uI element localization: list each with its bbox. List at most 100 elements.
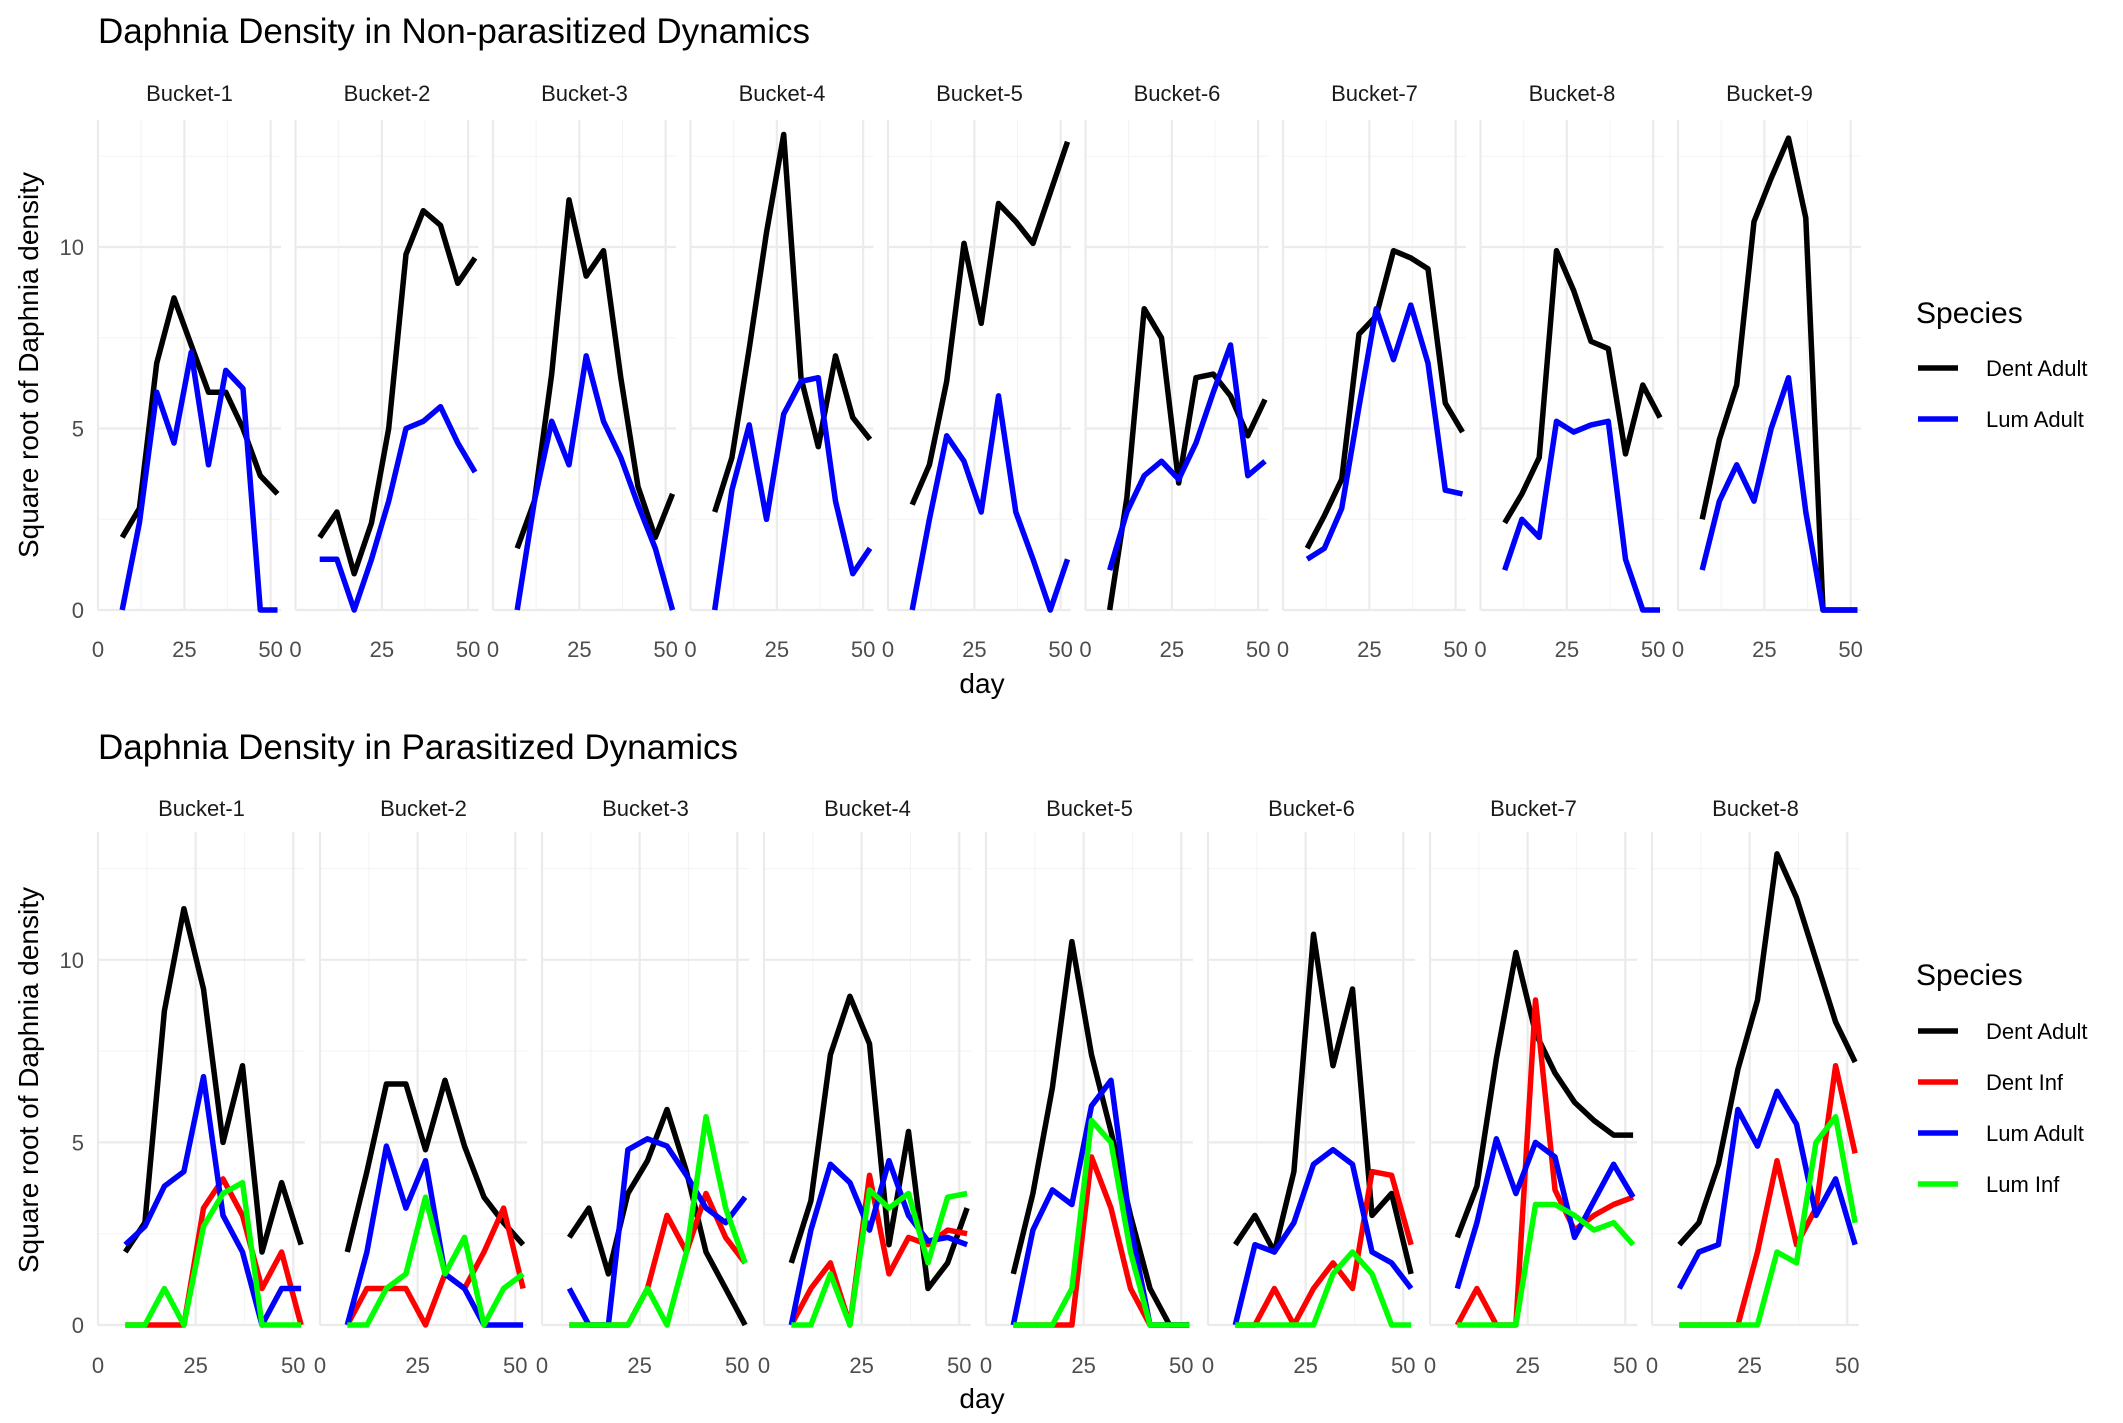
series-line-lum-inf	[347, 1194, 525, 1328]
series-line-lum-adult	[909, 393, 1071, 613]
x-tick-label: 25	[405, 1353, 429, 1378]
x-tick-label: 25	[183, 1353, 207, 1378]
series-line-dent-adult	[567, 1106, 748, 1327]
series-line-lum-adult	[1454, 1136, 1636, 1290]
x-tick-label: 50	[456, 637, 480, 662]
panel-bucket-9: Bucket-9 0 25 50	[1672, 81, 1863, 662]
x-tick-label: 0	[1202, 1353, 1214, 1378]
facet-strip-label: Bucket-3	[602, 796, 689, 821]
panel-bucket-5: Bucket-5 0 25 50	[882, 81, 1073, 662]
x-tick-label: 0	[1672, 637, 1684, 662]
x-axis-label: day	[959, 1383, 1004, 1414]
legend-label: Lum Adult	[1986, 1121, 2084, 1146]
series-line-lum-inf	[1457, 1201, 1636, 1328]
x-tick-label: 25	[1357, 637, 1381, 662]
x-tick-label: 25	[370, 637, 394, 662]
x-tick-label: 0	[684, 637, 696, 662]
legend: Species Dent Adult Lum Adult	[1916, 297, 2088, 432]
x-axis-label: day	[959, 668, 1004, 699]
panel-bucket-8: Bucket-8 0 25 50	[1474, 81, 1665, 662]
y-tick-label: 0	[72, 598, 84, 623]
series-line-lum-inf	[1679, 1114, 1858, 1328]
series-line-dent-adult	[1677, 851, 1858, 1247]
x-tick-label: 50	[258, 637, 282, 662]
facet-strip-label: Bucket-8	[1529, 81, 1616, 106]
x-tick-label: 50	[653, 637, 677, 662]
series-line-lum-adult	[1232, 1146, 1414, 1326]
y-axis-label: Square root of Daphnia density	[13, 887, 44, 1273]
series-line-dent-adult	[1502, 247, 1663, 525]
facet-strip-label: Bucket-4	[739, 81, 826, 106]
series-line-dent-adult	[119, 295, 280, 539]
series-line-lum-adult	[344, 1143, 524, 1328]
x-tick-label: 25	[1515, 1353, 1539, 1378]
x-tick-label: 25	[1737, 1353, 1761, 1378]
x-tick-label: 25	[765, 637, 789, 662]
x-tick-label: 0	[92, 637, 104, 662]
series-line-dent-adult	[712, 131, 873, 513]
facet-strip-label: Bucket-6	[1134, 81, 1221, 106]
x-tick-label: 50	[851, 637, 875, 662]
y-tick-label: 10	[60, 235, 84, 260]
legend-label: Lum Inf	[1986, 1172, 2060, 1197]
facet-strip-label: Bucket-9	[1726, 81, 1813, 106]
y-tick-label: 5	[72, 417, 84, 442]
series-line-dent-inf	[1454, 997, 1635, 1328]
panel-bucket-5: Bucket-5 0 25 50	[980, 796, 1194, 1378]
x-tick-label: 25	[627, 1353, 651, 1378]
chart-title: Daphnia Density in Non-parasitized Dynam…	[98, 12, 810, 51]
x-tick-label: 50	[1838, 637, 1862, 662]
x-tick-label: 25	[172, 637, 196, 662]
x-tick-label: 50	[1169, 1353, 1193, 1378]
x-tick-label: 25	[1071, 1353, 1095, 1378]
series-line-lum-adult	[119, 349, 278, 613]
x-tick-label: 50	[725, 1353, 749, 1378]
x-tick-label: 25	[1555, 637, 1579, 662]
series-line-dent-adult	[317, 207, 478, 577]
x-tick-label: 25	[1293, 1353, 1317, 1378]
x-tick-label: 25	[567, 637, 591, 662]
panel-bucket-7: Bucket-7 0 25 50	[1424, 796, 1638, 1378]
facet-strip-label: Bucket-1	[146, 81, 233, 106]
x-tick-label: 0	[882, 637, 894, 662]
facet-strip-label: Bucket-1	[158, 796, 245, 821]
legend-title: Species	[1916, 297, 2023, 330]
x-tick-label: 50	[1443, 637, 1467, 662]
x-tick-label: 50	[947, 1353, 971, 1378]
series-line-dent-adult	[123, 905, 304, 1255]
chart-parasitized: Daphnia Density in Parasitized Dynamics …	[13, 728, 2088, 1414]
panel-bucket-7: Bucket-7 0 25 50	[1277, 81, 1468, 662]
x-tick-label: 25	[849, 1353, 873, 1378]
series-line-lum-inf	[125, 1179, 302, 1328]
x-tick-label: 0	[1646, 1353, 1658, 1378]
x-tick-label: 0	[758, 1353, 770, 1378]
facet-strip-label: Bucket-2	[380, 796, 467, 821]
series-line-lum-adult	[123, 1073, 302, 1328]
panel-bucket-6: Bucket-6 0 25 50	[1202, 796, 1416, 1378]
facet-strip-label: Bucket-7	[1490, 796, 1577, 821]
x-tick-label: 0	[92, 1353, 104, 1378]
facet-strip-label: Bucket-8	[1712, 796, 1799, 821]
y-tick-label: 10	[60, 948, 84, 973]
panel-bucket-3: Bucket-3 0 25 50	[487, 81, 678, 662]
x-tick-label: 25	[1160, 637, 1184, 662]
x-tick-label: 50	[503, 1353, 527, 1378]
series-line-dent-adult	[1454, 949, 1634, 1239]
series-line-dent-adult	[788, 993, 970, 1292]
series-line-dent-inf	[344, 1205, 526, 1328]
facet-strip-label: Bucket-6	[1268, 796, 1355, 821]
facet-strip-label: Bucket-3	[541, 81, 628, 106]
x-tick-label: 0	[487, 637, 499, 662]
series-line-dent-inf	[125, 1176, 304, 1328]
panel-bucket-8: Bucket-8 0 25 50	[1646, 796, 1860, 1378]
x-tick-label: 25	[1752, 637, 1776, 662]
x-tick-label: 50	[1613, 1353, 1637, 1378]
series-line-lum-adult	[1502, 418, 1660, 613]
x-tick-label: 50	[1048, 637, 1072, 662]
x-tick-label: 0	[1079, 637, 1091, 662]
legend: Species Dent Adult Dent Inf Lum Adult Lum I…	[1916, 959, 2088, 1197]
series-line-lum-adult	[514, 353, 676, 611]
x-tick-label: 0	[1474, 637, 1486, 662]
